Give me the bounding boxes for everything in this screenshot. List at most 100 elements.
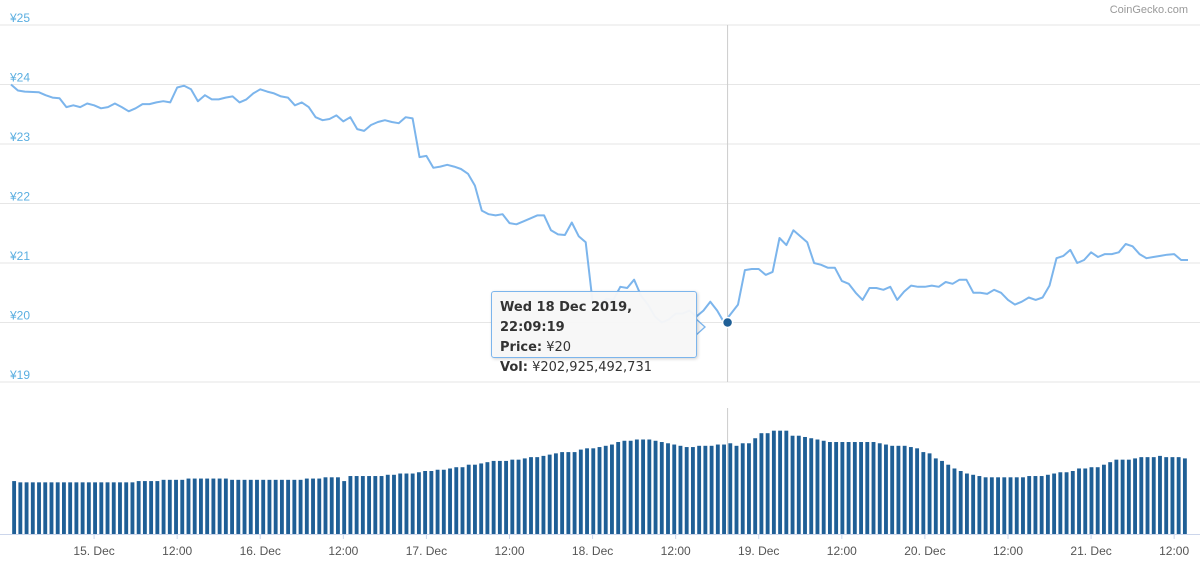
- volume-bar: [1021, 477, 1025, 534]
- volume-bar: [553, 453, 558, 534]
- volume-bar: [142, 481, 147, 534]
- volume-bar: [466, 464, 471, 534]
- volume-bar: [485, 462, 490, 534]
- volume-bar: [323, 477, 328, 534]
- x-tick-label: 21. Dec: [1070, 544, 1111, 558]
- volume-bar: [192, 478, 197, 534]
- volume-bar: [435, 469, 440, 534]
- volume-bar: [155, 481, 160, 534]
- volume-bar: [610, 444, 614, 534]
- volume-bar: [497, 460, 502, 534]
- volume-bar: [30, 482, 35, 534]
- volume-bar: [43, 482, 48, 534]
- volume-bar: [790, 435, 795, 534]
- volume-bar: [99, 482, 104, 534]
- volume-bar: [834, 442, 839, 534]
- volume-bar: [884, 444, 888, 534]
- volume-bar: [317, 478, 322, 534]
- volume-bar: [634, 439, 639, 534]
- volume-bar: [217, 478, 222, 534]
- volume-bar: [49, 482, 54, 534]
- volume-bar: [62, 482, 66, 534]
- volume-bar: [778, 430, 783, 534]
- volume-bar: [398, 473, 403, 534]
- volume-bar: [622, 440, 627, 534]
- volume-bar: [348, 476, 353, 534]
- volume-bar: [859, 442, 863, 534]
- volume-bar: [709, 445, 714, 534]
- tooltip-price-value: ¥20: [546, 340, 572, 355]
- volume-bar: [1077, 468, 1081, 534]
- x-tick-label: 18. Dec: [572, 544, 613, 558]
- volume-bar: [759, 433, 764, 534]
- volume-bar: [267, 479, 272, 534]
- volume-bar: [1014, 477, 1019, 534]
- volume-bar: [1052, 473, 1057, 534]
- volume-bar: [199, 478, 203, 534]
- volume-bar: [205, 478, 210, 534]
- volume-bar: [441, 469, 446, 534]
- volume-bar: [342, 481, 347, 534]
- volume-bar: [1102, 464, 1106, 534]
- volume-bar: [647, 439, 652, 534]
- volume-bar: [124, 482, 129, 534]
- volume-bar: [167, 479, 172, 534]
- tooltip-volume-row: Vol: ¥202,925,492,731: [500, 358, 688, 378]
- volume-bar: [896, 445, 901, 534]
- tooltip-volume-value: ¥202,925,492,731: [532, 360, 652, 375]
- volume-bar: [747, 443, 751, 534]
- volume-bar: [591, 448, 596, 534]
- volume-bar: [666, 443, 670, 534]
- highlighted-point-marker[interactable]: [721, 316, 734, 329]
- volume-bar: [840, 442, 845, 534]
- credit-link[interactable]: CoinGecko.com: [1109, 4, 1188, 16]
- volume-bar: [940, 460, 944, 534]
- volume-bar: [678, 445, 683, 534]
- x-tick-label: 19. Dec: [738, 544, 779, 558]
- volume-bar: [597, 447, 602, 534]
- y-tick-label: ¥23: [9, 130, 30, 144]
- volume-bar: [311, 478, 315, 534]
- volume-bar: [722, 444, 726, 534]
- volume-bar: [304, 478, 309, 534]
- x-tick-label: 15. Dec: [73, 544, 114, 558]
- tooltip-price-row: Price: ¥20: [500, 338, 688, 358]
- volume-bar: [416, 472, 421, 534]
- volume-bar: [1133, 458, 1137, 534]
- volume-bar: [902, 445, 907, 534]
- x-tick-label: 20. Dec: [904, 544, 945, 558]
- volume-bar: [12, 481, 17, 534]
- volume-bars: [12, 430, 1187, 534]
- volume-bar: [1114, 459, 1119, 534]
- tooltip-date: Wed 18 Dec 2019, 22:09:19: [500, 300, 633, 335]
- volume-bar: [242, 479, 247, 534]
- volume-bar: [541, 455, 546, 534]
- volume-bar: [385, 474, 390, 534]
- volume-bar: [653, 440, 658, 534]
- volume-bar: [734, 445, 739, 534]
- volume-bar: [890, 445, 895, 534]
- volume-bar: [977, 476, 982, 534]
- volume-bar: [1164, 457, 1169, 534]
- volume-bar: [821, 440, 826, 534]
- volume-bar: [410, 473, 415, 534]
- volume-bar: [24, 482, 29, 534]
- volume-bar: [803, 436, 807, 534]
- volume-bar: [1058, 472, 1063, 534]
- volume-bar: [74, 482, 79, 534]
- tooltip-volume-label: Vol:: [500, 360, 528, 375]
- volume-bar: [1170, 457, 1175, 534]
- volume-bar: [566, 452, 571, 534]
- volume-bar: [728, 443, 733, 534]
- volume-bar: [827, 442, 832, 534]
- x-tick-label: 16. Dec: [240, 544, 281, 558]
- x-tick-label: 12:00: [494, 544, 524, 558]
- volume-bar: [771, 430, 776, 534]
- volume-bar: [989, 477, 994, 534]
- volume-bar: [423, 471, 428, 534]
- volume-bar: [958, 471, 963, 534]
- y-tick-label: ¥25: [9, 11, 30, 25]
- x-tick-label: 12:00: [328, 544, 358, 558]
